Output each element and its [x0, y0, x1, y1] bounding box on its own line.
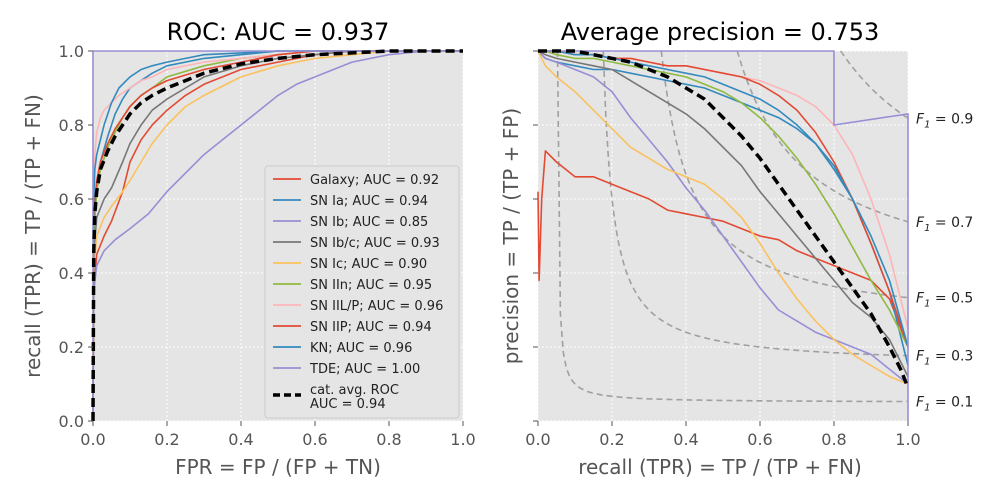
f1-label: F1 = 0.9: [916, 111, 973, 130]
pr-x-tick-label: 0.6: [747, 430, 772, 449]
pr-series-5: [538, 50, 909, 348]
pr-series-8: [538, 50, 909, 348]
roc-y-label: recall (TPR) = TP / (TP + FN): [21, 94, 45, 378]
roc-series-10: [91, 49, 463, 422]
roc-y-tick-label: 0.0: [59, 412, 84, 431]
pr-series-9: [538, 50, 909, 421]
pr-x-tick-label: 1.0: [895, 430, 920, 449]
roc-x-tick-label: 0.0: [80, 430, 105, 449]
roc-legend-label: SN Ib; AUC = 0.85: [310, 215, 428, 230]
f1-label: F1 = 0.7: [916, 215, 973, 234]
f1-curve: [840, 50, 909, 119]
roc-legend-label: cat. avg. ROC: [310, 383, 399, 398]
roc-grid: [92, 50, 464, 422]
f1-label: F1 = 0.5: [916, 291, 973, 310]
roc-y-tick-label: 1.0: [59, 42, 84, 61]
roc-x-label: FPR = FP / (FP + TN): [175, 455, 381, 479]
pr-series-0: [537, 150, 909, 348]
roc-y-tick-label: 0.6: [59, 190, 84, 209]
roc-x-tick-label: 0.6: [302, 430, 327, 449]
roc-legend-label: SN IIL/P; AUC = 0.96: [310, 299, 443, 314]
roc-x-ticks: 0.0 0.2 0.4 0.6 0.8 1.0: [80, 421, 476, 449]
roc-panel: 0.0 0.2 0.4 0.6 0.8 1.0 0.0 0.2 0.4 0.6 0.8 1.0 RO…: [21, 18, 476, 479]
roc-legend-label: SN IIP; AUC = 0.94: [310, 320, 432, 335]
pr-f1-labels: F1 = 0.9 F1 = 0.7 F1 = 0.5 F1 = 0.3 F1 = 0.1: [916, 111, 973, 413]
roc-title: ROC: AUC = 0.937: [167, 18, 390, 46]
pr-lines: [537, 49, 910, 421]
pr-panel: 0.0 0.2 0.4 0.6 0.8 1.0 F1 = 0.9F1 = 0.7F1 = …: [499, 18, 973, 479]
pr-x-tick-label: 0.2: [599, 430, 624, 449]
f1-curve: [602, 50, 909, 357]
pr-x-ticks: 0.0 0.2 0.4 0.6 0.8 1.0: [525, 421, 921, 449]
roc-legend-label: SN Ic; AUC = 0.90: [310, 257, 427, 272]
pr-x-tick-label: 0.4: [673, 430, 698, 449]
pr-series-3: [537, 50, 909, 377]
f1-label: F1 = 0.1: [916, 395, 973, 414]
roc-legend-label: SN IIn; AUC = 0.95: [310, 278, 432, 293]
pr-f1-curves: [556, 50, 909, 403]
roc-series-2: [92, 50, 463, 422]
f1-curve: [556, 50, 908, 403]
roc-legend-box: [264, 165, 460, 419]
pr-series-2: [537, 50, 909, 385]
f1-label: F1 = 0.3: [916, 349, 973, 368]
roc-legend-label: KN; AUC = 0.96: [310, 341, 412, 356]
pr-y-ticks: [533, 50, 538, 422]
roc-legend-label: TDE; AUC = 1.00: [309, 362, 420, 377]
roc-x-tick-label: 0.4: [228, 430, 253, 449]
pr-y-label: precision = TP / (TP + FP): [499, 108, 523, 364]
pr-series-4: [537, 50, 909, 385]
roc-x-tick-label: 0.8: [376, 430, 401, 449]
pr-x-tick-label: 0.8: [821, 430, 846, 449]
roc-y-ticks: 0.0 0.2 0.4 0.6 0.8 1.0: [59, 42, 93, 431]
roc-legend-label: SN Ib/c; AUC = 0.93: [310, 236, 440, 251]
roc-legend-label: Galaxy; AUC = 0.92: [310, 173, 439, 188]
roc-series-4: [92, 50, 463, 422]
roc-legend-label: AUC = 0.94: [310, 397, 386, 412]
roc-x-tick-label: 0.2: [154, 430, 179, 449]
f1-curve: [660, 50, 909, 299]
pr-x-tick-label: 0.0: [525, 430, 550, 449]
roc-legend: Galaxy; AUC = 0.92 SN Ia; AUC = 0.94 SN Ib…: [264, 165, 460, 419]
roc-legend-label: SN Ia; AUC = 0.94: [310, 194, 428, 209]
pr-x-label: recall (TPR) = TP / (TP + FN): [578, 455, 862, 479]
roc-lines: [91, 49, 463, 422]
roc-y-tick-label: 0.8: [59, 116, 84, 135]
pr-series-10: [538, 49, 910, 389]
roc-y-tick-label: 0.2: [59, 338, 84, 357]
f1-curve: [736, 50, 909, 223]
roc-x-tick-label: 1.0: [450, 430, 475, 449]
pr-series-1: [537, 50, 909, 366]
roc-y-tick-label: 0.4: [59, 264, 84, 283]
pr-title: Average precision = 0.753: [561, 18, 880, 46]
